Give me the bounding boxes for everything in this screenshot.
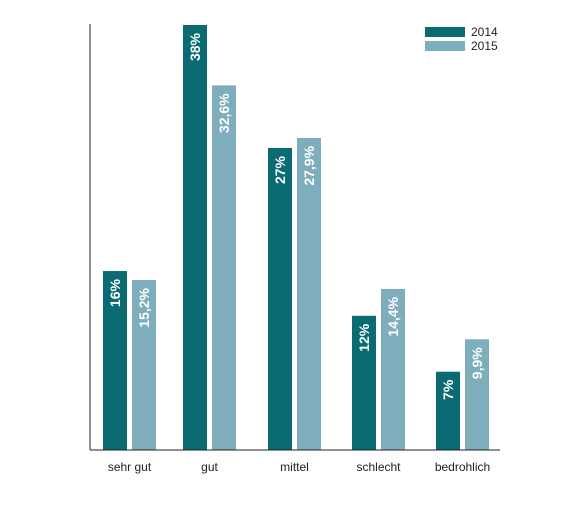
bar-2015-0: [132, 280, 156, 450]
bar-value-label: 7%: [440, 379, 456, 400]
bar-2015-2: [297, 137, 321, 451]
bar-2015-1: [212, 85, 236, 450]
bar-value-label: 15,2%: [136, 287, 152, 327]
legend-label-2015: 2015: [471, 39, 498, 53]
bar-labels-layer: 16% 15,2% 38% 32,6% 27% 27,9% 12% 14,4% 7% 9,9%: [107, 32, 485, 399]
bar-2015-4: [465, 339, 489, 450]
category-labels: sehr gut gut mittel schlecht bedrohlich: [108, 460, 490, 474]
category-label: schlecht: [356, 460, 401, 474]
legend-label-2014: 2014: [471, 25, 498, 39]
bar-2014-4: [436, 371, 460, 450]
bar-2014-2: [268, 148, 292, 451]
bar-value-label: 27,9%: [301, 145, 317, 185]
bar-2014-1: [183, 25, 207, 450]
bar-value-label: 14,4%: [385, 296, 401, 336]
bar-value-label: 12%: [356, 323, 372, 352]
bar-value-label: 38%: [187, 32, 203, 61]
category-label: gut: [201, 460, 218, 474]
bar-2015-3: [381, 288, 405, 450]
category-label: bedrohlich: [435, 460, 490, 474]
legend-swatch-2014: [425, 27, 465, 37]
bars-layer: [103, 25, 489, 451]
category-label: mittel: [280, 460, 309, 474]
legend-swatch-2015: [425, 41, 465, 51]
bar-value-label: 32,6%: [216, 93, 232, 133]
bar-value-label: 27%: [272, 155, 288, 184]
bar-value-label: 16%: [107, 279, 123, 308]
bar-value-label: 9,9%: [469, 347, 485, 379]
bar-2014-0: [103, 271, 127, 450]
bar-2014-3: [352, 315, 376, 450]
category-label: sehr gut: [108, 460, 152, 474]
